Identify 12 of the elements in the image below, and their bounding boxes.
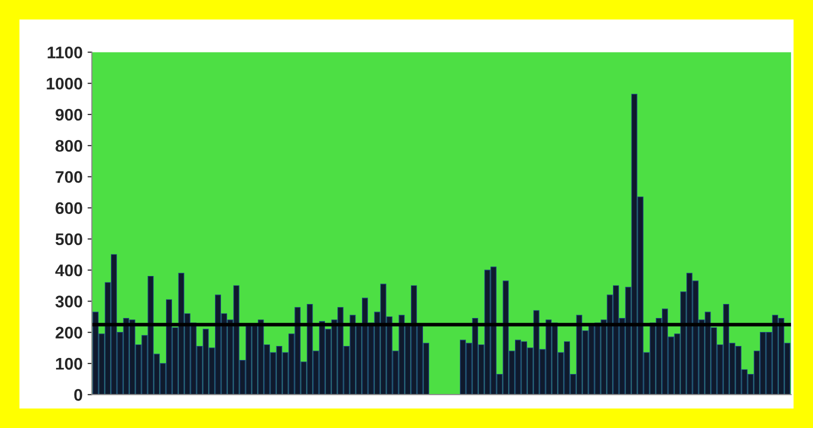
y-tick-label: 900 xyxy=(56,108,82,121)
y-tick-label: 400 xyxy=(55,264,82,276)
y-tick-label: 800 xyxy=(56,140,82,152)
y-tick-label: 0 xyxy=(74,389,82,401)
y-tick-label: 700 xyxy=(56,171,82,183)
y-tick-label: 600 xyxy=(56,202,82,214)
y-tick-label: 500 xyxy=(56,233,82,246)
y-tick-label: 1100 xyxy=(48,46,82,58)
y-tick-label: 1000 xyxy=(46,78,82,90)
y-tick-label: 200 xyxy=(56,326,82,339)
y-tick-label: 300 xyxy=(55,296,82,308)
y-tick-label: 100 xyxy=(56,358,82,370)
